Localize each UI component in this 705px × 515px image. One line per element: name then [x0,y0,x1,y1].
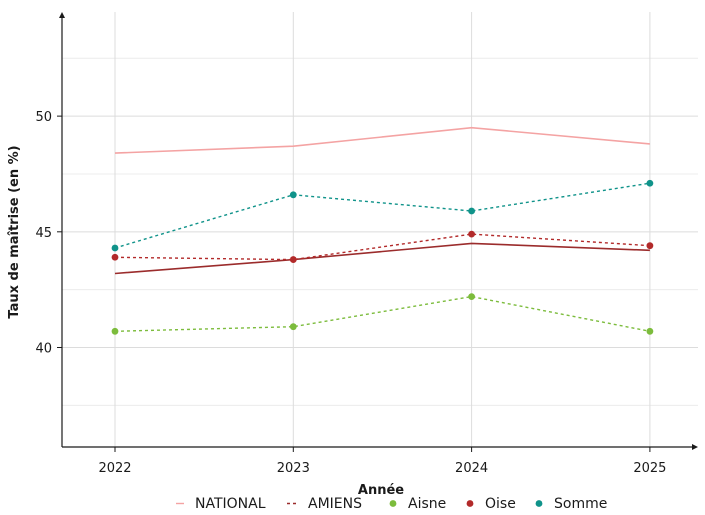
x-axis-title: Année [358,483,404,498]
data-point-somme [468,207,475,215]
axes [57,12,698,452]
legend-item-amiens: AMIENS [287,496,362,512]
y-axis-title: Taux de maîtrise (en %) [7,145,22,318]
series-line-somme [114,182,651,249]
series-line-amiens [114,242,650,275]
legend-label: Oise [485,496,516,512]
legend-point-swatch [535,500,543,507]
legend-point-swatch [389,500,397,507]
x-tick-label: 2022 [98,461,131,476]
data-point-aisne [111,327,119,335]
y-tick-label: 40 [35,342,52,357]
data-point-aisne [468,293,475,301]
legend-label: NATIONAL [195,496,266,512]
data-point-oise [289,256,297,263]
x-tick-label: 2023 [277,461,310,476]
tick-labels: 40 45 50 2022 2023 2024 2025 [35,110,666,476]
legend-item-national: NATIONAL [176,496,266,512]
series-line-national [114,126,650,154]
legend-item-oise: Oise [466,496,516,512]
y-tick-label: 45 [35,226,52,241]
legend-label: Aisne [408,496,446,512]
series-layer [111,126,654,335]
data-point-somme [111,244,119,252]
data-point-oise [111,253,119,261]
data-point-somme [289,191,297,199]
y-tick-label: 50 [35,110,52,125]
data-point-somme [646,179,654,187]
series-line-aisne [114,295,651,332]
data-point-aisne [646,327,654,335]
grid [62,12,698,447]
data-point-oise [646,242,654,250]
legend-label: AMIENS [308,496,362,512]
legend-item-somme: Somme [535,496,607,512]
legend-item-aisne: Aisne [389,496,446,512]
legend-label: Somme [554,496,607,512]
x-tick-label: 2025 [633,461,666,476]
x-tick-label: 2024 [455,461,488,476]
legend-point-swatch [466,500,474,507]
legend: NATIONAL AMIENS Aisne Oise Somme [176,496,607,512]
x-axis-arrow [692,444,698,450]
y-axis-arrow [59,12,65,18]
data-point-aisne [289,323,297,331]
data-point-oise [468,230,475,238]
